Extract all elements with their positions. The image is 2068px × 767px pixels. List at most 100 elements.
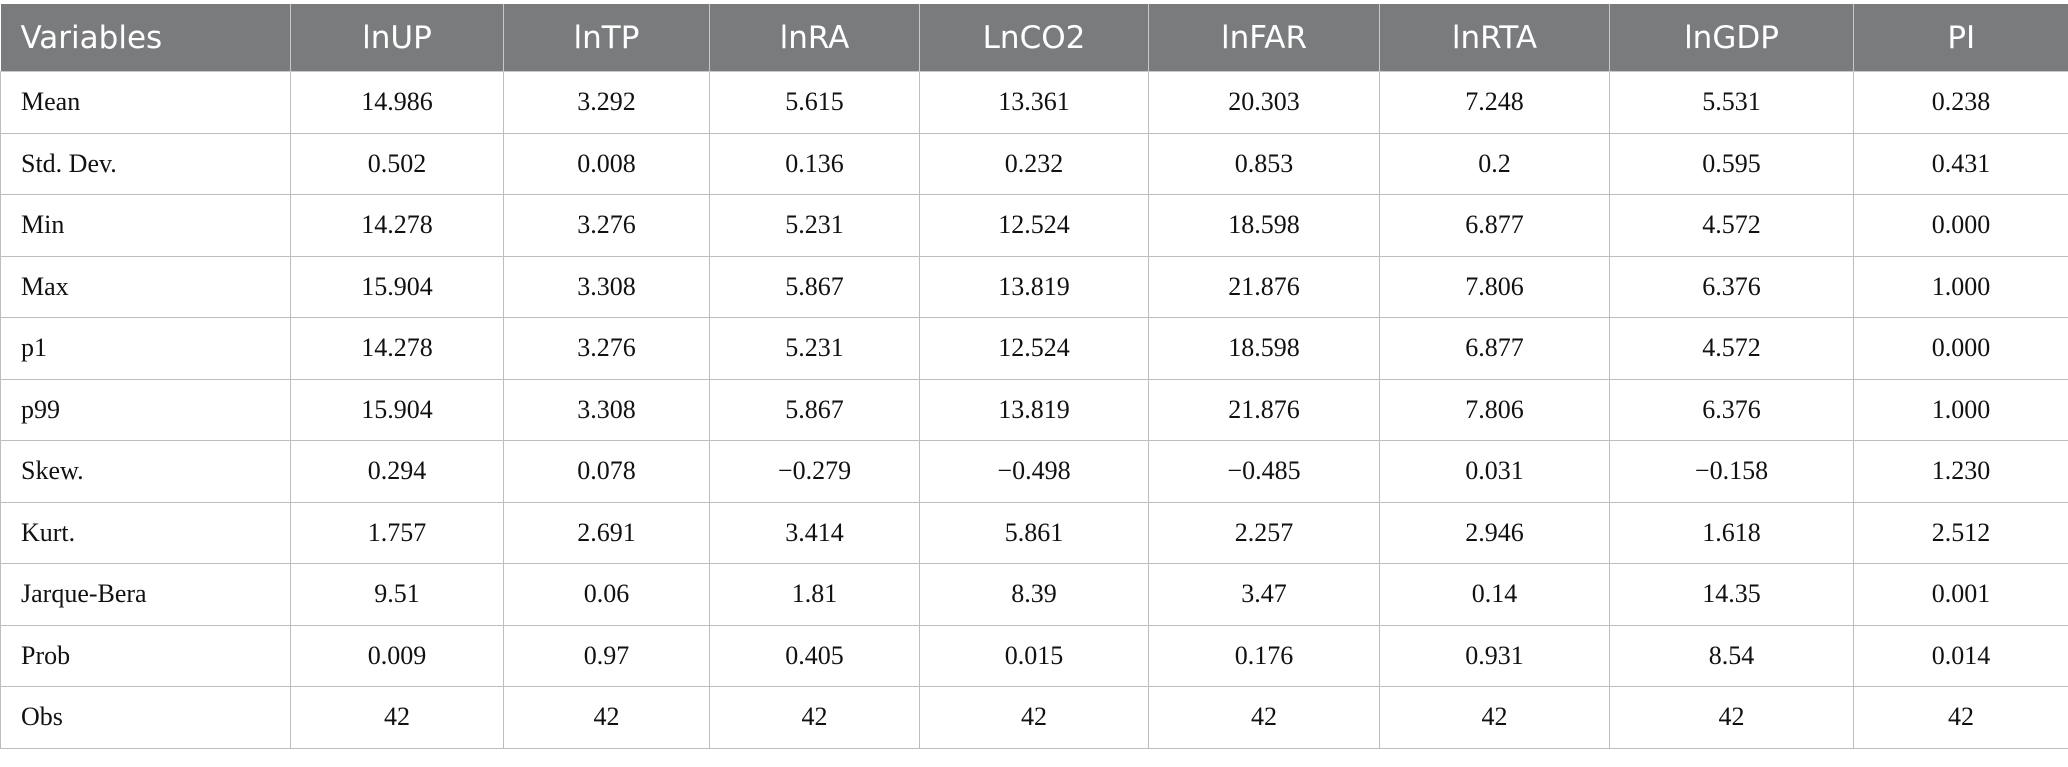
table-cell: 0.009: [290, 624, 504, 687]
table-cell: −0.158: [1609, 440, 1854, 503]
table-cell: 3.276: [503, 317, 710, 380]
row-label: Max: [0, 255, 291, 318]
table-cell: 0.97: [503, 624, 710, 687]
table-cell: −0.498: [919, 440, 1149, 503]
table-cell: −0.279: [709, 440, 920, 503]
table-cell: 42: [919, 686, 1149, 749]
table-cell: 14.278: [290, 317, 504, 380]
row-label: Skew.: [0, 440, 291, 503]
table-row: p99 15.904 3.308 5.867 13.819 21.876 7.806 6.37…: [0, 378, 2068, 441]
table-cell: 6.877: [1379, 317, 1610, 380]
table-row: Kurt. 1.757 2.691 3.414 5.861 2.257 2.946 1.618…: [0, 501, 2068, 564]
table-cell: 2.257: [1148, 501, 1380, 564]
table-cell: 1.81: [709, 563, 920, 626]
column-header-lnfar: lnFAR: [1148, 4, 1380, 72]
table-cell: 3.308: [503, 255, 710, 318]
table-cell: 21.876: [1148, 255, 1380, 318]
table-cell: 0.176: [1148, 624, 1380, 687]
table-row: Obs 42 42 42 42 42 42 42 42: [0, 686, 2068, 749]
table-cell: 42: [1148, 686, 1380, 749]
table-cell: 0.595: [1609, 132, 1854, 195]
column-header-lnup: lnUP: [290, 4, 504, 72]
table-cell: 12.524: [919, 317, 1149, 380]
table-cell: 2.512: [1853, 501, 2068, 564]
table-cell: 15.904: [290, 378, 504, 441]
column-header-lngdp: lnGDP: [1609, 4, 1854, 72]
table-cell: 42: [1379, 686, 1610, 749]
table-cell: 0.502: [290, 132, 504, 195]
table-body: Mean 14.986 3.292 5.615 13.361 20.303 7.248 5.5…: [0, 71, 2068, 749]
table-row: Mean 14.986 3.292 5.615 13.361 20.303 7.248 5.5…: [0, 71, 2068, 134]
table-cell: 14.278: [290, 194, 504, 257]
table-row: Jarque-Bera 9.51 0.06 1.81 8.39 3.47 0.14 14.35…: [0, 563, 2068, 626]
table-cell: 5.867: [709, 378, 920, 441]
table-cell: 42: [503, 686, 710, 749]
table-row: Min 14.278 3.276 5.231 12.524 18.598 6.877 4.57…: [0, 194, 2068, 257]
row-label: p1: [0, 317, 291, 380]
table-cell: 5.231: [709, 194, 920, 257]
row-label: p99: [0, 378, 291, 441]
table-cell: 4.572: [1609, 194, 1854, 257]
column-header-lnra: lnRA: [709, 4, 920, 72]
row-label: Mean: [0, 71, 291, 134]
table-cell: 15.904: [290, 255, 504, 318]
row-label: Obs: [0, 686, 291, 749]
column-header-lnco2: LnCO2: [919, 4, 1149, 72]
row-label: Std. Dev.: [0, 132, 291, 195]
table-cell: 6.376: [1609, 255, 1854, 318]
column-header-lntp: lnTP: [503, 4, 710, 72]
table-row: Max 15.904 3.308 5.867 13.819 21.876 7.806 6.37…: [0, 255, 2068, 318]
table-cell: 1.230: [1853, 440, 2068, 503]
table-cell: 0.14: [1379, 563, 1610, 626]
table-cell: 13.361: [919, 71, 1149, 134]
table-cell: 6.376: [1609, 378, 1854, 441]
table-cell: 14.35: [1609, 563, 1854, 626]
table-cell: 0.853: [1148, 132, 1380, 195]
table-cell: 7.806: [1379, 255, 1610, 318]
table-row: Skew. 0.294 0.078 −0.279 −0.498 −0.485 0.031 −0…: [0, 440, 2068, 503]
table-cell: 0.294: [290, 440, 504, 503]
table-cell: 4.572: [1609, 317, 1854, 380]
row-label: Prob: [0, 624, 291, 687]
table-cell: 0.232: [919, 132, 1149, 195]
table-cell: 0.001: [1853, 563, 2068, 626]
table-cell: 0.031: [1379, 440, 1610, 503]
table-cell: 0.931: [1379, 624, 1610, 687]
table-row: p1 14.278 3.276 5.231 12.524 18.598 6.877 4.572…: [0, 317, 2068, 380]
table-cell: 0.014: [1853, 624, 2068, 687]
table-cell: 21.876: [1148, 378, 1380, 441]
table-cell: 42: [1853, 686, 2068, 749]
table-cell: 5.231: [709, 317, 920, 380]
table-cell: −0.485: [1148, 440, 1380, 503]
table-cell: 1.757: [290, 501, 504, 564]
table-cell: 42: [290, 686, 504, 749]
table-cell: 5.867: [709, 255, 920, 318]
table-cell: 3.276: [503, 194, 710, 257]
table-cell: 0.06: [503, 563, 710, 626]
table-cell: 3.47: [1148, 563, 1380, 626]
table-cell: 1.618: [1609, 501, 1854, 564]
table-cell: 0.238: [1853, 71, 2068, 134]
table-cell: 8.39: [919, 563, 1149, 626]
row-label: Min: [0, 194, 291, 257]
table-cell: 0.431: [1853, 132, 2068, 195]
table-cell: 3.292: [503, 71, 710, 134]
table-header-row: Variables lnUP lnTP lnRA LnCO2 lnFAR lnRTA lnGD…: [0, 4, 2068, 72]
table-row: Std. Dev. 0.502 0.008 0.136 0.232 0.853 0.2 0.5…: [0, 132, 2068, 195]
table-cell: 1.000: [1853, 378, 2068, 441]
table-cell: 0.136: [709, 132, 920, 195]
table-row: Prob 0.009 0.97 0.405 0.015 0.176 0.931 8.54 0.0…: [0, 624, 2068, 687]
table-cell: 42: [1609, 686, 1854, 749]
table-cell: 13.819: [919, 255, 1149, 318]
table-cell: 18.598: [1148, 194, 1380, 257]
table-cell: 0.405: [709, 624, 920, 687]
table-cell: 0.008: [503, 132, 710, 195]
table-cell: 20.303: [1148, 71, 1380, 134]
row-label: Jarque-Bera: [0, 563, 291, 626]
table-cell: 12.524: [919, 194, 1149, 257]
column-header-lnrta: lnRTA: [1379, 4, 1610, 72]
column-header-variables: Variables: [0, 4, 291, 72]
table-cell: 2.691: [503, 501, 710, 564]
descriptive-statistics-table: Variables lnUP lnTP lnRA LnCO2 lnFAR lnRTA lnGD…: [0, 4, 2068, 749]
table-cell: 5.861: [919, 501, 1149, 564]
